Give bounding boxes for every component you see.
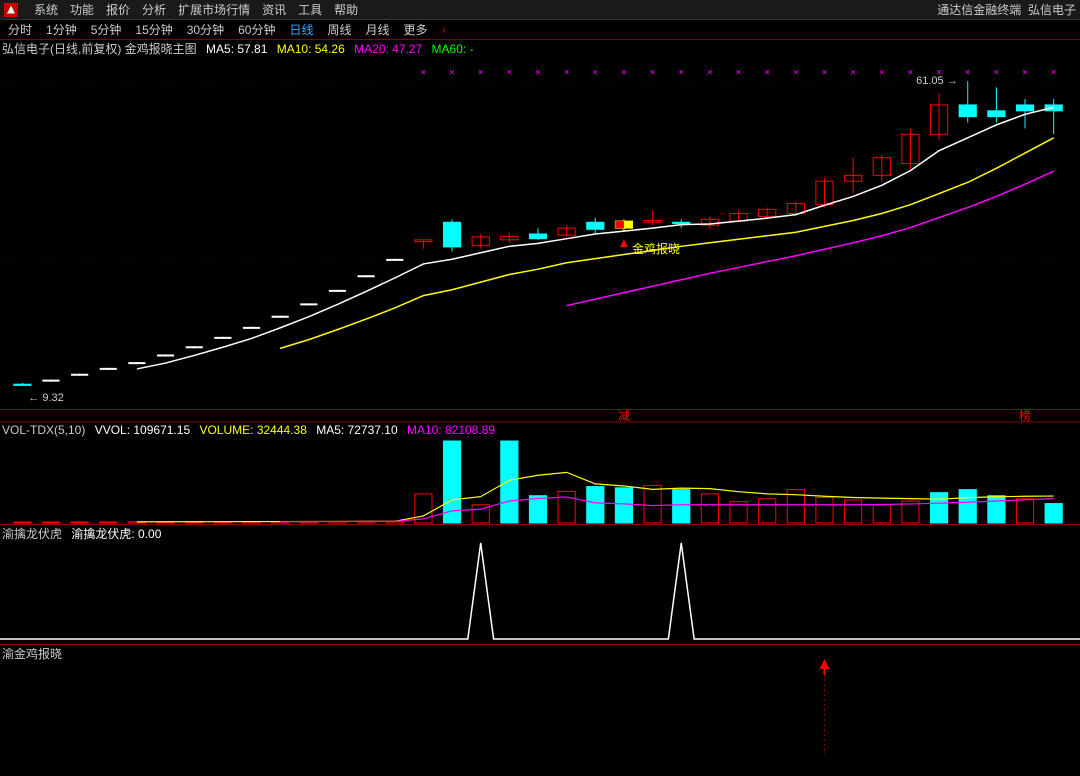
timeframe-item[interactable]: 更多 <box>404 21 428 38</box>
svg-text:×: × <box>1051 68 1057 79</box>
svg-text:×: × <box>822 68 828 79</box>
main-chart-pane[interactable]: 弘信电子(日线,前复权) 金鸡报晓主图 MA5: 57.81 MA10: 54.… <box>0 40 1080 410</box>
svg-text:×: × <box>993 68 999 79</box>
svg-text:×: × <box>449 68 455 79</box>
svg-text:×: × <box>850 68 856 79</box>
timeframe-item[interactable]: 30分钟 <box>187 21 224 38</box>
timeframe-more-icon[interactable]: › <box>442 23 446 37</box>
menu-analysis[interactable]: 分析 <box>142 1 166 18</box>
svg-text:金鸡报晓: 金鸡报晓 <box>632 241 680 256</box>
menu-extmarket[interactable]: 扩展市场行情 <box>178 1 250 18</box>
indicator2-pane[interactable]: 渝擒龙伏虎 渝擒龙伏虎: 0.00 <box>0 525 1080 645</box>
menu-tools[interactable]: 工具 <box>298 1 322 18</box>
svg-text:×: × <box>736 68 742 79</box>
indicator2-chart <box>0 525 1080 645</box>
svg-text:榜: 榜 <box>1019 410 1031 423</box>
volume-title: VOL-TDX(5,10) VVOL: 109671.15 VOLUME: 32… <box>2 423 501 437</box>
menu-info[interactable]: 资讯 <box>262 1 286 18</box>
svg-text:×: × <box>965 68 971 79</box>
timeframe-bar: 分时 1分钟 5分钟 15分钟 30分钟 60分钟 日线 周线 月线 更多 › <box>0 20 1080 40</box>
menu-help[interactable]: 帮助 <box>334 1 358 18</box>
svg-text:×: × <box>879 68 885 79</box>
timeframe-item[interactable]: 15分钟 <box>135 21 172 38</box>
svg-text:61.05 →: 61.05 → <box>916 75 958 87</box>
svg-text:×: × <box>678 68 684 79</box>
svg-text:×: × <box>621 68 627 79</box>
indicator2-title: 渝擒龙伏虎 渝擒龙伏虎: 0.00 <box>2 525 167 542</box>
svg-text:×: × <box>506 68 512 79</box>
svg-text:×: × <box>707 68 713 79</box>
svg-text:×: × <box>650 68 656 79</box>
timeframe-item[interactable]: 5分钟 <box>91 21 122 38</box>
indicator3-title: 渝金鸡报晓 <box>2 645 68 662</box>
svg-text:×: × <box>1022 68 1028 79</box>
svg-text:减: 减 <box>618 410 630 423</box>
svg-text:×: × <box>420 68 426 79</box>
volume-pane[interactable]: VOL-TDX(5,10) VVOL: 109671.15 VOLUME: 32… <box>0 410 1080 525</box>
svg-text:×: × <box>764 68 770 79</box>
svg-text:×: × <box>535 68 541 79</box>
indicator3-chart <box>0 645 1080 755</box>
timeframe-item[interactable]: 60分钟 <box>238 21 275 38</box>
menubar: 系统 功能 报价 分析 扩展市场行情 资讯 工具 帮助 通达信金融终端 弘信电子 <box>0 0 1080 20</box>
indicator3-pane[interactable]: 渝金鸡报晓 <box>0 645 1080 755</box>
svg-text:×: × <box>564 68 570 79</box>
timeframe-item[interactable]: 月线 <box>366 21 390 38</box>
candlestick-chart: ×××××××××××××××××××××××金鸡报晓← 9.3261.05 → <box>0 40 1080 410</box>
svg-text:×: × <box>478 68 484 79</box>
svg-text:← 9.32: ← 9.32 <box>28 392 63 404</box>
timeframe-item-active[interactable]: 日线 <box>289 21 313 38</box>
svg-text:×: × <box>908 68 914 79</box>
app-logo-icon <box>4 3 18 17</box>
timeframe-item[interactable]: 1分钟 <box>46 21 77 38</box>
svg-text:×: × <box>793 68 799 79</box>
main-chart-title: 弘信电子(日线,前复权) 金鸡报晓主图 MA5: 57.81 MA10: 54.… <box>2 40 480 57</box>
menu-function[interactable]: 功能 <box>70 1 94 18</box>
menu-quote[interactable]: 报价 <box>106 1 130 18</box>
menu-system[interactable]: 系统 <box>34 1 58 18</box>
svg-text:×: × <box>592 68 598 79</box>
brand-label: 通达信金融终端 弘信电子 <box>937 1 1076 18</box>
timeframe-item[interactable]: 周线 <box>327 21 351 38</box>
timeframe-item[interactable]: 分时 <box>8 21 32 38</box>
